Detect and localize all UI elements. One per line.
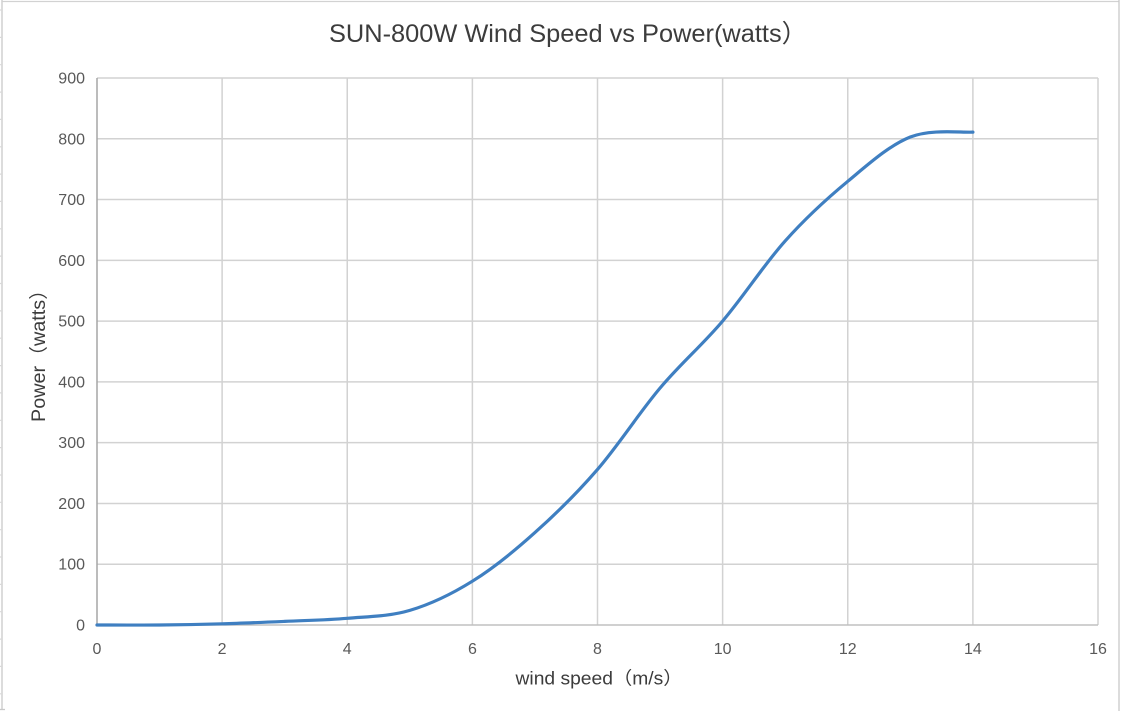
svg-text:0: 0 <box>76 618 85 635</box>
svg-text:0: 0 <box>93 641 102 658</box>
svg-text:10: 10 <box>714 641 732 658</box>
svg-text:700: 700 <box>58 192 85 209</box>
svg-text:wind speed（m/s）: wind speed（m/s） <box>514 669 682 689</box>
svg-text:14: 14 <box>964 641 982 658</box>
svg-text:8: 8 <box>593 641 602 658</box>
svg-text:2: 2 <box>218 641 227 658</box>
svg-text:500: 500 <box>58 314 85 331</box>
svg-text:12: 12 <box>839 641 857 658</box>
svg-text:900: 900 <box>58 71 85 88</box>
svg-text:4: 4 <box>343 641 352 658</box>
svg-text:600: 600 <box>58 253 85 270</box>
svg-text:SUN-800W Wind Speed vs Power(w: SUN-800W Wind Speed vs Power(watts） <box>329 20 807 48</box>
svg-text:400: 400 <box>58 374 85 391</box>
svg-text:16: 16 <box>1089 641 1107 658</box>
svg-text:100: 100 <box>58 557 85 574</box>
svg-text:Power（watts）: Power（watts） <box>28 280 50 422</box>
svg-text:6: 6 <box>468 641 477 658</box>
svg-text:200: 200 <box>58 496 85 513</box>
svg-text:300: 300 <box>58 435 85 452</box>
svg-text:800: 800 <box>58 131 85 148</box>
